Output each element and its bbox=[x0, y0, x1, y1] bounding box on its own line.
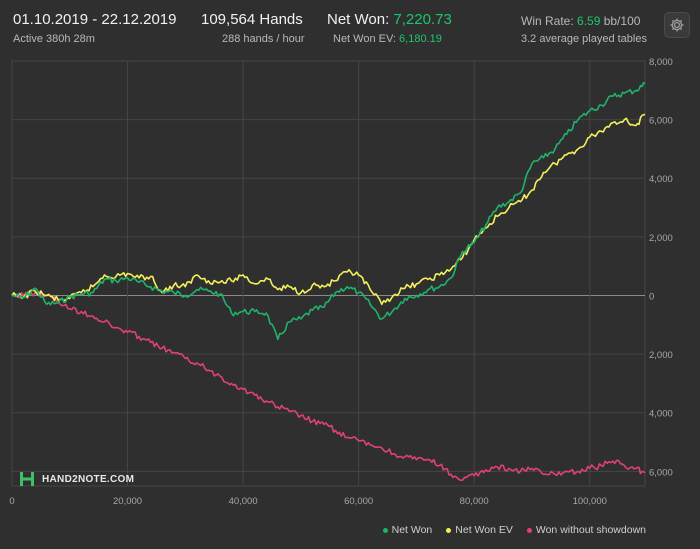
chart: 8,000 6,000 4,000 2,000 0 2,000 4,000 6,000 0 20… bbox=[9, 57, 673, 507]
y-tick-label: 4,000 bbox=[649, 409, 673, 420]
gear-icon bbox=[670, 18, 684, 32]
hand2note-logo: HAND2NOTE.COM bbox=[18, 470, 134, 488]
x-tick-label: 0 bbox=[9, 496, 14, 507]
x-tick-label: 40,000 bbox=[229, 496, 258, 507]
legend-item-net-won[interactable]: Net Won bbox=[382, 524, 433, 536]
y-tick-label: 0 bbox=[649, 291, 654, 302]
series-line-won-without-showdown bbox=[11, 290, 646, 482]
header: 01.10.2019 - 22.12.2019 Active 380h 28m … bbox=[0, 0, 700, 56]
legend-item-net-won-ev[interactable]: Net Won EV bbox=[446, 524, 513, 536]
win-rate: Win Rate: 6.59 bb/100 bbox=[521, 14, 640, 28]
hands-rate: 288 hands / hour bbox=[222, 33, 305, 45]
legend-label: Net Won bbox=[391, 524, 433, 536]
legend-label: Won without showdown bbox=[535, 524, 646, 536]
win-rate-unit: bb/100 bbox=[600, 14, 641, 28]
y-tick-label: 8,000 bbox=[649, 57, 673, 68]
x-tick-label: 80,000 bbox=[460, 496, 489, 507]
y-tick-label: 4,000 bbox=[649, 174, 673, 185]
series-line-net-won bbox=[11, 81, 646, 341]
x-tick-label: 100,000 bbox=[573, 496, 607, 507]
net-won-label: Net Won: bbox=[327, 11, 394, 28]
net-won: Net Won: 7,220.73 bbox=[327, 11, 452, 28]
legend-item-won-without-showdown[interactable]: Won without showdown bbox=[526, 524, 646, 536]
y-tick-label: 6,000 bbox=[649, 467, 673, 478]
net-won-ev-label: Net Won EV: bbox=[333, 33, 400, 45]
legend-dot bbox=[446, 527, 452, 533]
win-rate-label: Win Rate: bbox=[521, 14, 578, 28]
net-won-ev-value: 6,180.19 bbox=[399, 33, 442, 45]
win-rate-value: 6.59 bbox=[577, 14, 601, 28]
chart-grid bbox=[11, 60, 646, 487]
y-tick-label: 6,000 bbox=[649, 116, 673, 127]
x-axis-labels: 0 20,000 40,000 60,000 80,000 100,000 bbox=[9, 496, 607, 507]
logo-text: HAND2NOTE.COM bbox=[42, 473, 135, 485]
y-tick-label: 2,000 bbox=[649, 350, 673, 361]
hand2note-logo-icon bbox=[20, 472, 34, 486]
series-line-net-won-ev bbox=[11, 113, 646, 306]
legend-dot bbox=[526, 527, 532, 533]
chart-lines bbox=[11, 81, 646, 482]
net-won-ev: Net Won EV: 6,180.19 bbox=[333, 33, 442, 45]
y-tick-label: 2,000 bbox=[649, 233, 673, 244]
y-axis-labels: 8,000 6,000 4,000 2,000 0 2,000 4,000 6,000 bbox=[649, 57, 673, 478]
average-tables: 3.2 average played tables bbox=[521, 33, 647, 45]
legend-label: Net Won EV bbox=[455, 524, 513, 536]
active-time: Active 380h 28m bbox=[13, 33, 95, 45]
plot-area bbox=[11, 60, 646, 487]
legend-dot bbox=[382, 527, 388, 533]
x-tick-label: 20,000 bbox=[113, 496, 142, 507]
settings-button[interactable] bbox=[664, 12, 690, 38]
x-tick-label: 60,000 bbox=[344, 496, 373, 507]
legend: Net Won Net Won EV Won without showdown bbox=[382, 524, 646, 536]
net-won-value: 7,220.73 bbox=[393, 11, 452, 28]
date-range: 01.10.2019 - 22.12.2019 bbox=[13, 11, 177, 28]
hands-count: 109,564 Hands bbox=[201, 11, 303, 28]
